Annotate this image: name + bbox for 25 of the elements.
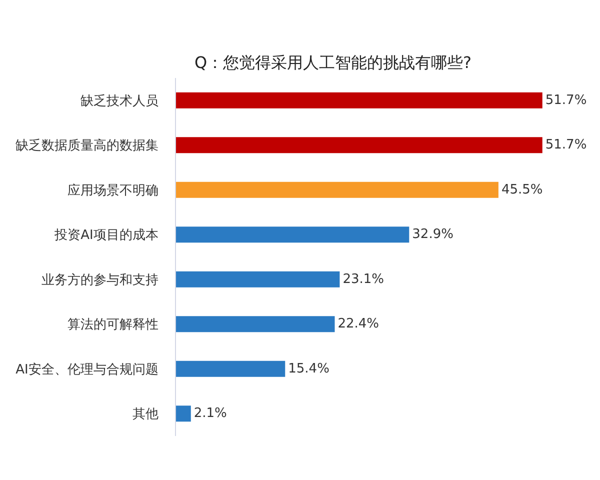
bar: [176, 360, 286, 377]
data-label: 23.1%: [342, 272, 384, 287]
y-tick-label: 其他: [132, 407, 158, 422]
data-label: 51.7%: [545, 138, 587, 153]
data-label: 32.9%: [412, 227, 454, 242]
y-tick-label: 缺乏数据质量高的数据集: [15, 138, 158, 154]
bar: [176, 137, 542, 154]
bar: [176, 182, 498, 198]
data-label: 22.4%: [338, 316, 380, 332]
data-label: 2.1%: [194, 406, 227, 422]
data-label: 45.5%: [501, 182, 543, 198]
bar: [176, 92, 542, 108]
bar: [176, 316, 335, 332]
y-tick-label: 应用场景不明确: [67, 182, 158, 198]
bar: [176, 271, 340, 288]
data-label: 51.7%: [545, 92, 587, 108]
y-tick-label: 业务方的参与和支持: [41, 272, 158, 288]
bar: [176, 226, 410, 243]
y-tick-label: 缺乏技术人员: [80, 94, 158, 109]
y-tick-label: 投资AI项目的成本: [54, 228, 158, 244]
y-tick-label: AI安全、伦理与合规问题: [16, 361, 158, 378]
chart-title: Q：您觉得采用人工智能的挑战有哪些?: [194, 53, 472, 72]
data-label: 15.4%: [288, 361, 330, 376]
y-tick-label: 算法的可解释性: [67, 318, 158, 333]
bar: [176, 406, 191, 422]
